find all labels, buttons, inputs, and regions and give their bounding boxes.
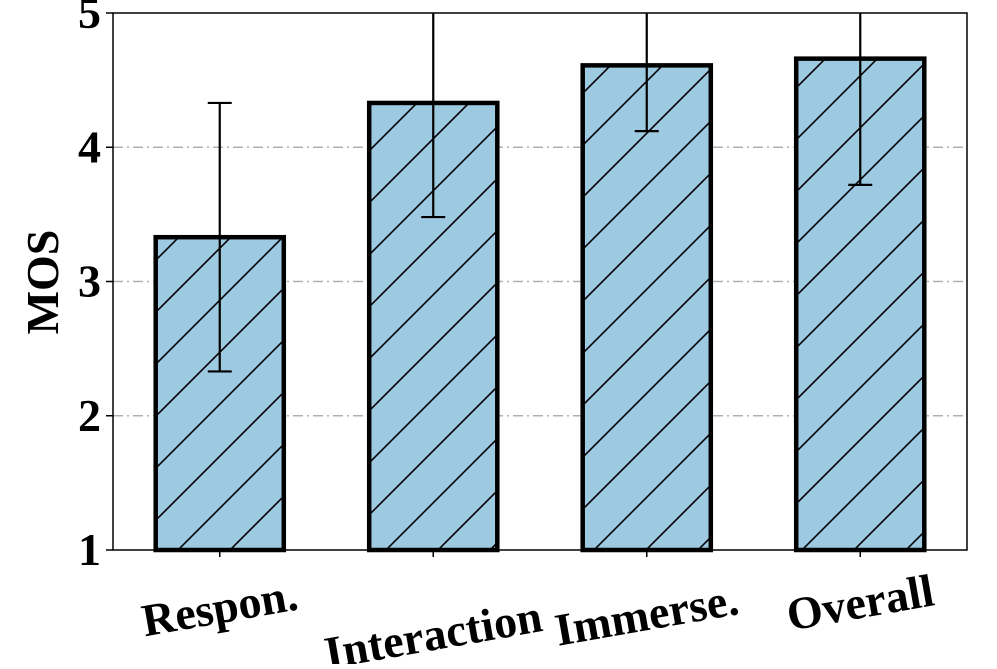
- x-axis-ticks: Respon. Interaction Immerse. Overall: [138, 550, 938, 669]
- x-tick-label: Interaction: [321, 590, 546, 664]
- y-tick-label: 1: [78, 524, 101, 575]
- x-tick-label: Respon.: [138, 569, 302, 647]
- x-tick-label: Overall: [783, 565, 938, 641]
- y-tick-label: 4: [78, 121, 101, 172]
- x-tick-label: Immerse.: [551, 573, 742, 655]
- error-bars: [207, 13, 873, 373]
- y-axis-ticks: 1 2 3 4 5: [78, 0, 113, 575]
- bar: [580, 63, 714, 553]
- y-axis-label: MOS: [17, 230, 68, 335]
- y-tick-label: 5: [78, 0, 101, 38]
- y-tick-label: 3: [78, 256, 101, 307]
- y-tick-label: 2: [78, 390, 101, 441]
- bars: [153, 56, 927, 553]
